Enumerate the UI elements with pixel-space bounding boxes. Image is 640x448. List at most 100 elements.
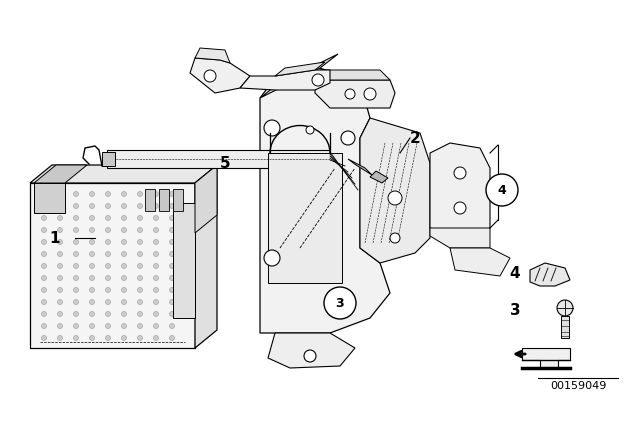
Circle shape (74, 203, 79, 208)
Circle shape (138, 203, 143, 208)
Circle shape (138, 191, 143, 197)
Polygon shape (260, 68, 390, 333)
Circle shape (106, 203, 111, 208)
Circle shape (58, 288, 63, 293)
Circle shape (90, 203, 95, 208)
Text: 2: 2 (410, 130, 420, 146)
Polygon shape (530, 263, 570, 286)
Circle shape (90, 288, 95, 293)
Circle shape (58, 215, 63, 220)
Circle shape (90, 300, 95, 305)
Circle shape (42, 288, 47, 293)
Circle shape (74, 191, 79, 197)
Circle shape (138, 228, 143, 233)
Circle shape (74, 311, 79, 316)
Circle shape (138, 311, 143, 316)
Polygon shape (195, 165, 217, 233)
Circle shape (170, 203, 175, 208)
Circle shape (122, 191, 127, 197)
Circle shape (138, 336, 143, 340)
Circle shape (58, 240, 63, 245)
Circle shape (74, 251, 79, 257)
Circle shape (138, 215, 143, 220)
Circle shape (170, 276, 175, 280)
Circle shape (122, 288, 127, 293)
Circle shape (264, 250, 280, 266)
Polygon shape (240, 70, 330, 90)
Circle shape (58, 203, 63, 208)
Circle shape (388, 191, 402, 205)
Circle shape (154, 228, 159, 233)
Circle shape (122, 276, 127, 280)
Polygon shape (360, 118, 430, 263)
Circle shape (58, 311, 63, 316)
Circle shape (170, 191, 175, 197)
Circle shape (74, 240, 79, 245)
Circle shape (390, 233, 400, 243)
Text: 3: 3 (509, 302, 520, 318)
Circle shape (106, 191, 111, 197)
Circle shape (364, 88, 376, 100)
Circle shape (341, 131, 355, 145)
Circle shape (74, 336, 79, 340)
Text: 3: 3 (336, 297, 344, 310)
Polygon shape (195, 48, 230, 63)
Circle shape (154, 336, 159, 340)
Circle shape (58, 263, 63, 268)
Circle shape (122, 300, 127, 305)
Circle shape (170, 323, 175, 328)
Circle shape (264, 120, 280, 136)
Polygon shape (145, 189, 155, 211)
Circle shape (154, 240, 159, 245)
Circle shape (42, 203, 47, 208)
Circle shape (138, 288, 143, 293)
Polygon shape (159, 189, 169, 211)
Circle shape (74, 323, 79, 328)
Circle shape (557, 300, 573, 316)
Polygon shape (315, 80, 395, 108)
Circle shape (42, 251, 47, 257)
Polygon shape (107, 150, 330, 168)
Polygon shape (522, 348, 570, 368)
Circle shape (106, 336, 111, 340)
Circle shape (106, 251, 111, 257)
Circle shape (58, 300, 63, 305)
Circle shape (170, 240, 175, 245)
Circle shape (154, 251, 159, 257)
Circle shape (42, 311, 47, 316)
Circle shape (454, 167, 466, 179)
Circle shape (170, 311, 175, 316)
Circle shape (90, 311, 95, 316)
Circle shape (58, 251, 63, 257)
Polygon shape (430, 228, 490, 248)
Polygon shape (34, 183, 65, 213)
Polygon shape (430, 143, 490, 236)
Circle shape (345, 89, 355, 99)
Circle shape (154, 311, 159, 316)
Circle shape (312, 74, 324, 86)
Circle shape (154, 215, 159, 220)
Circle shape (74, 276, 79, 280)
Circle shape (304, 350, 316, 362)
Circle shape (90, 228, 95, 233)
Circle shape (90, 215, 95, 220)
Circle shape (170, 228, 175, 233)
Circle shape (42, 215, 47, 220)
Circle shape (106, 300, 111, 305)
Circle shape (122, 228, 127, 233)
Circle shape (138, 251, 143, 257)
Circle shape (170, 288, 175, 293)
Circle shape (90, 191, 95, 197)
Circle shape (106, 228, 111, 233)
Polygon shape (561, 316, 569, 338)
Circle shape (122, 311, 127, 316)
Circle shape (306, 126, 314, 134)
Circle shape (154, 191, 159, 197)
Circle shape (138, 323, 143, 328)
Circle shape (90, 336, 95, 340)
Circle shape (90, 276, 95, 280)
Circle shape (42, 240, 47, 245)
Circle shape (90, 240, 95, 245)
Circle shape (74, 300, 79, 305)
Polygon shape (102, 152, 115, 166)
